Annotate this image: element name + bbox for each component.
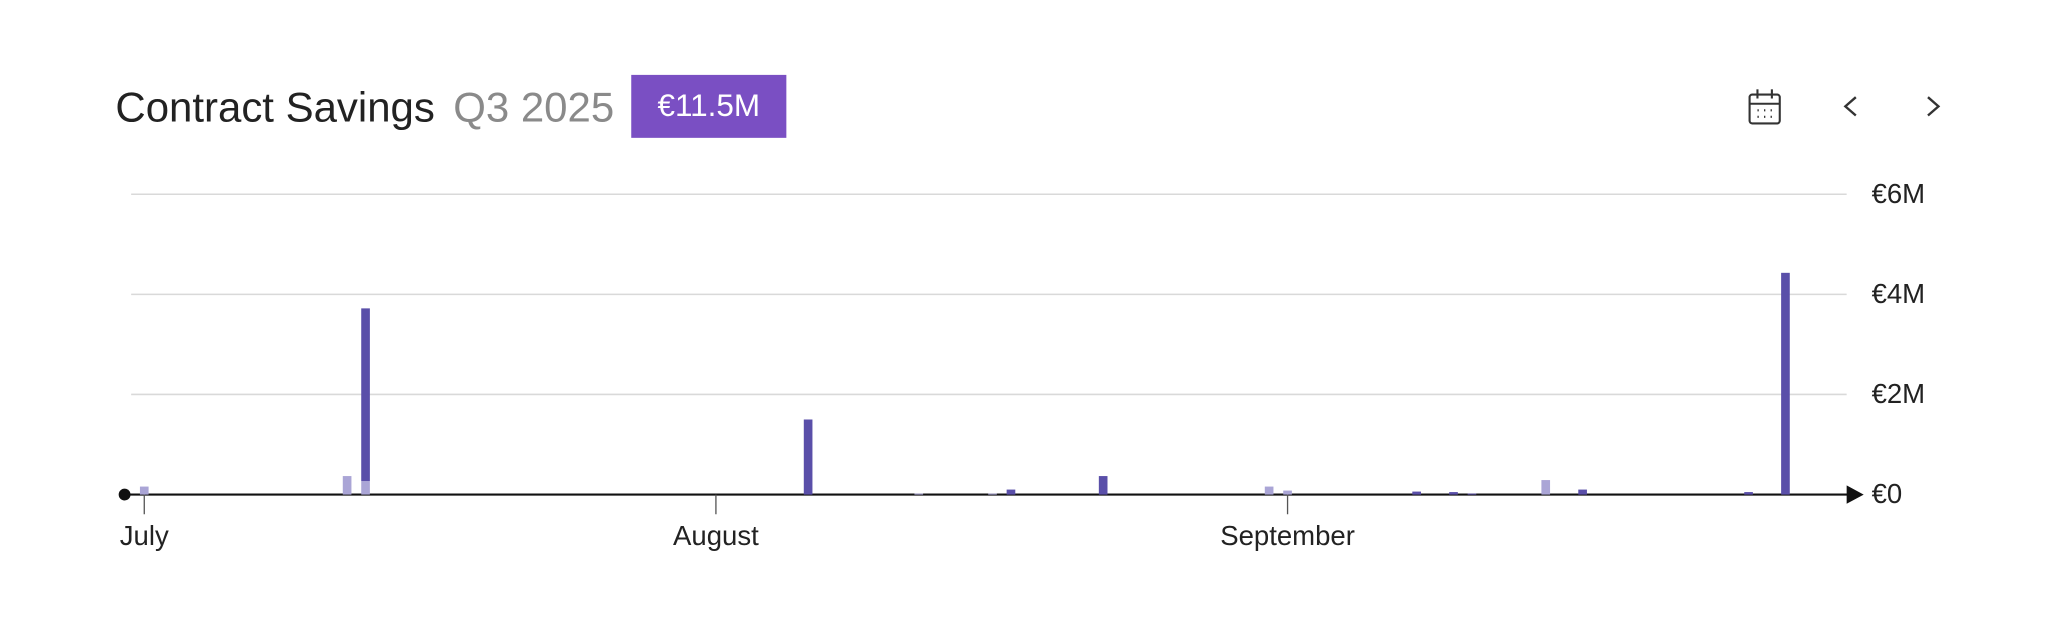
y-tick-label: €6M <box>1872 178 1926 209</box>
y-tick-label: €2M <box>1872 378 1926 409</box>
bar <box>1744 492 1753 495</box>
badge-bg <box>631 74 787 138</box>
bar <box>914 493 924 495</box>
bar <box>1006 489 1016 495</box>
bar <box>1412 491 1421 495</box>
bar <box>1283 490 1292 495</box>
total-badge: €11.5M <box>657 88 760 123</box>
next-button[interactable] <box>1927 96 1941 117</box>
calendar-button[interactable] <box>1748 89 1781 125</box>
plot: €0 €2M €4M €6M July August September <box>118 178 1926 551</box>
y-tick-label: €4M <box>1872 278 1926 309</box>
bar <box>1578 489 1587 495</box>
x-tick-label: August <box>673 520 759 551</box>
axis-origin-dot <box>118 488 131 501</box>
bar <box>1781 272 1790 495</box>
bar <box>1541 480 1551 495</box>
prev-button[interactable] <box>1843 96 1857 117</box>
axis-arrow <box>1846 485 1864 504</box>
bar <box>1467 493 1477 495</box>
bar <box>1264 486 1274 495</box>
bar <box>139 486 149 495</box>
bar <box>361 481 370 495</box>
chart-subtitle: Q3 2025 <box>453 83 614 130</box>
x-tick-label: July <box>120 520 169 551</box>
bar <box>361 308 370 482</box>
bar <box>988 493 997 495</box>
y-tick-label: €0 <box>1872 478 1903 509</box>
bar <box>342 476 352 495</box>
bar <box>803 419 813 495</box>
bar <box>1449 492 1458 495</box>
x-tick-label: September <box>1220 520 1355 551</box>
chart-title: Contract Savings <box>115 83 434 130</box>
bar <box>1098 476 1108 495</box>
